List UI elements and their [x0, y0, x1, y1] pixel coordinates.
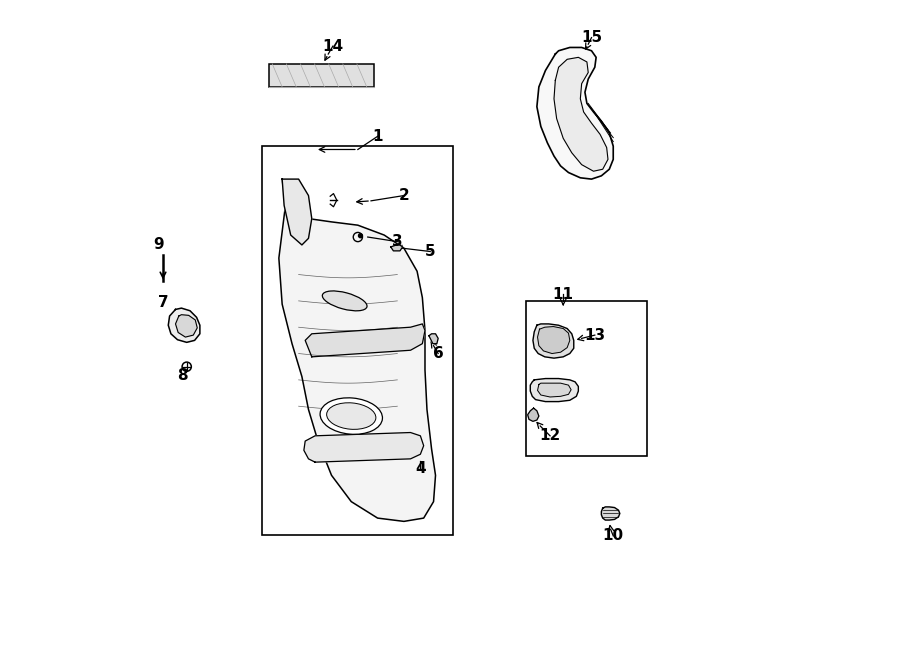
Text: 9: 9: [153, 237, 164, 253]
Polygon shape: [527, 408, 539, 421]
Text: 8: 8: [177, 368, 188, 383]
Bar: [526, 301, 647, 455]
Text: 3: 3: [392, 234, 402, 249]
Polygon shape: [601, 507, 620, 520]
Text: 13: 13: [584, 328, 606, 342]
Ellipse shape: [327, 403, 376, 430]
Text: 15: 15: [581, 30, 602, 45]
Polygon shape: [537, 383, 572, 397]
Text: 14: 14: [322, 38, 344, 54]
Polygon shape: [168, 308, 200, 342]
Polygon shape: [304, 432, 424, 462]
Text: 4: 4: [415, 461, 426, 476]
Text: 11: 11: [553, 287, 573, 302]
Polygon shape: [429, 334, 438, 344]
Text: 2: 2: [399, 188, 410, 203]
Text: 5: 5: [425, 244, 436, 259]
Bar: [269, 64, 374, 87]
Text: 7: 7: [158, 295, 169, 311]
Polygon shape: [554, 58, 608, 171]
Text: 12: 12: [539, 428, 561, 444]
Ellipse shape: [322, 291, 367, 311]
Polygon shape: [279, 179, 436, 522]
Bar: [263, 146, 454, 535]
Text: 6: 6: [433, 346, 444, 361]
Polygon shape: [283, 179, 311, 245]
Polygon shape: [176, 315, 197, 337]
Circle shape: [358, 234, 363, 238]
Polygon shape: [537, 48, 613, 179]
Text: 10: 10: [603, 528, 624, 543]
Polygon shape: [533, 324, 573, 358]
Polygon shape: [305, 324, 425, 357]
Ellipse shape: [320, 398, 382, 434]
Text: 1: 1: [373, 129, 382, 144]
Polygon shape: [391, 245, 402, 251]
Polygon shape: [537, 327, 570, 354]
Polygon shape: [530, 379, 579, 402]
